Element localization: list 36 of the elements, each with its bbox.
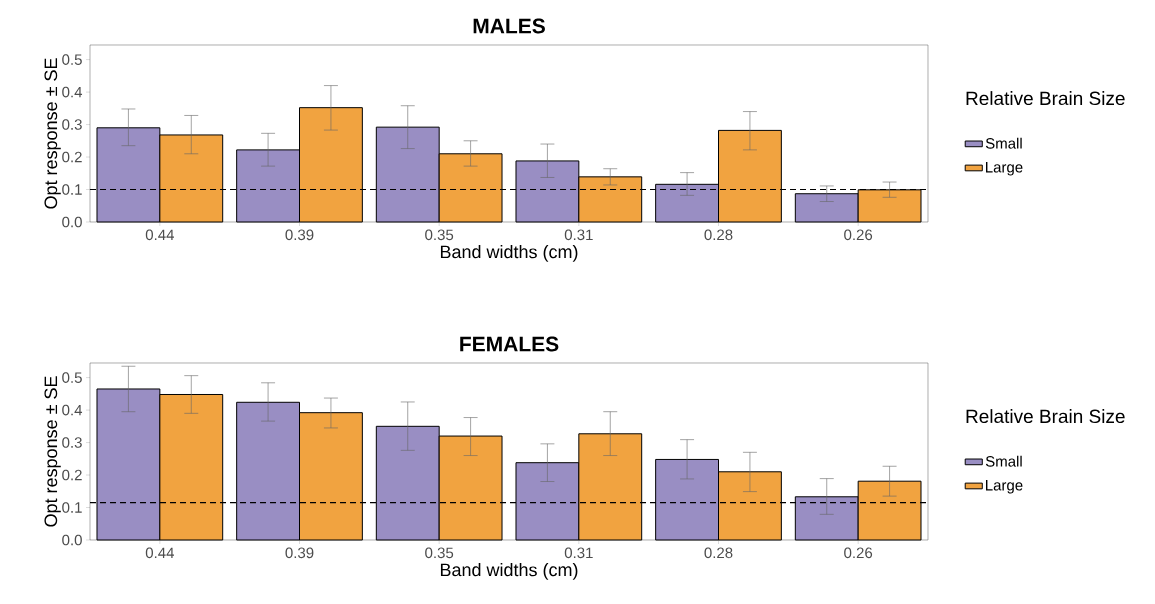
- x-tick-label: 0.39: [285, 547, 314, 559]
- legend-label: Large: [986, 162, 1023, 176]
- y-tick-label: 0.0: [62, 216, 82, 228]
- x-axis-title: Band widths (cm): [440, 245, 578, 262]
- x-tick-label: 0.28: [704, 229, 733, 241]
- y-tick-label: 0.2: [62, 151, 82, 163]
- y-tick-label: 0.2: [62, 469, 82, 481]
- x-tick-label: 0.26: [844, 547, 873, 559]
- legend-title: Relative Brain Size: [966, 91, 1125, 106]
- x-tick-label: 0.31: [564, 229, 593, 241]
- x-tick-label: 0.39: [285, 229, 314, 241]
- y-tick-label: 0.4: [62, 404, 83, 416]
- x-axis-title: Band widths (cm): [440, 563, 578, 580]
- x-tick-label: 0.44: [145, 229, 174, 241]
- y-tick-label: 0.1: [62, 502, 82, 513]
- y-tick-label: 0.5: [62, 372, 82, 383]
- y-axis-title: Opt response ± SE: [44, 376, 61, 527]
- chart-title: MALES: [473, 18, 545, 34]
- y-tick-label: 0.0: [62, 534, 82, 546]
- x-tick-label: 0.28: [704, 547, 733, 559]
- x-tick-label: 0.31: [564, 547, 593, 559]
- x-tick-label: 0.26: [844, 229, 873, 241]
- legend-title: Relative Brain Size: [966, 409, 1125, 424]
- chart-title: FEMALES: [460, 336, 559, 352]
- y-tick-label: 0.5: [62, 54, 82, 65]
- y-tick-label: 0.1: [62, 184, 82, 195]
- legend-label: Small: [985, 137, 1022, 149]
- y-tick-label: 0.3: [62, 119, 82, 130]
- legend-label: Small: [985, 455, 1022, 467]
- legend-label: Large: [986, 480, 1023, 494]
- x-tick-label: 0.35: [425, 229, 454, 241]
- x-tick-label: 0.44: [145, 547, 174, 559]
- y-tick-label: 0.4: [62, 86, 83, 98]
- y-tick-label: 0.3: [62, 437, 82, 448]
- y-axis-title: Opt response ± SE: [44, 58, 61, 209]
- x-tick-label: 0.35: [425, 547, 454, 559]
